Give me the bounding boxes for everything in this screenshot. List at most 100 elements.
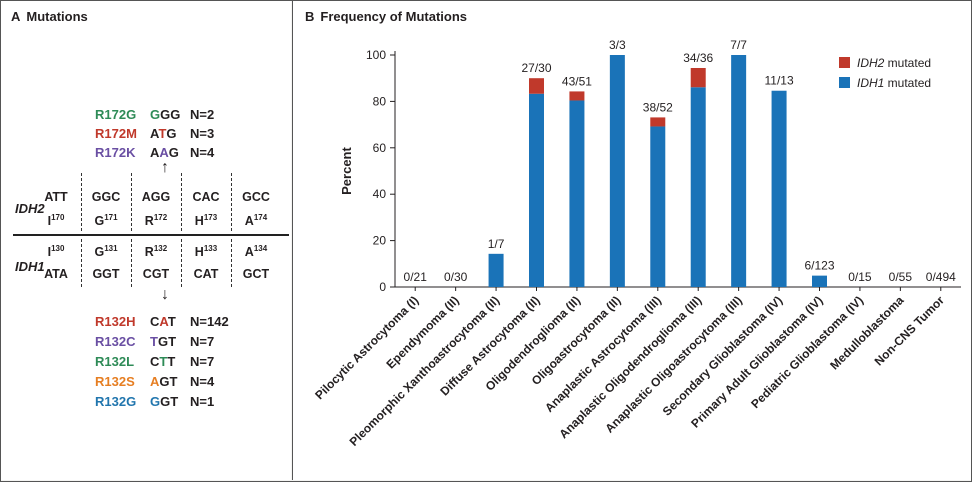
category-label: Anaplastic Oligodendroglioma (III) [556, 293, 704, 441]
idh1-mutation-row: R132G GGT N=1 [95, 394, 214, 409]
idh2-codon: ATT [44, 190, 68, 204]
idh1-residue: G131 [94, 244, 118, 260]
idh2-codon: AGG [141, 190, 171, 204]
bar-idh1 [771, 90, 787, 287]
bar-data-label: 0/15 [848, 270, 872, 284]
arrow-up-icon: ↑ [161, 159, 169, 176]
bar-data-label: 1/7 [488, 237, 505, 251]
codon-base: T [167, 354, 176, 369]
idh2-mutation-row: R172G GGG N=2 [95, 107, 214, 122]
codon-separator [231, 239, 232, 287]
panel-b: B Frequency of Mutations 0 20 40 60 80 100 Perc… [292, 1, 971, 480]
arrow-down-icon: ↓ [161, 286, 169, 303]
idh1-mutation-name: R132H [95, 314, 136, 329]
y-tick-label: 100 [366, 48, 386, 62]
idh2-mutation-codon: AAG [150, 145, 190, 160]
codon-separator [131, 239, 132, 287]
bar-data-label: 27/30 [521, 61, 551, 75]
legend-swatch [839, 57, 850, 68]
idh1-mutation-count: N=7 [190, 334, 215, 349]
idh1-codon: ATA [44, 267, 68, 281]
idh2-residue: G171 [94, 213, 118, 229]
panel-a-title-text: Mutations [26, 9, 88, 24]
bar-data-label: 0/55 [889, 270, 913, 284]
residue-number: 170 [51, 213, 65, 222]
idh1-residue: A134 [244, 244, 268, 260]
y-tick-label: 60 [373, 141, 387, 155]
residue-number: 174 [253, 213, 268, 222]
codon-base: G [166, 126, 177, 141]
mutated-base: A [159, 314, 168, 329]
idh2-residue: A174 [244, 213, 268, 229]
legend-suffix: mutated [884, 76, 931, 90]
legend-gene: IDH2 [857, 56, 885, 70]
idh1-mutation-codon: GGT [150, 394, 190, 409]
bar-idh1 [569, 100, 585, 287]
bar-idh1 [609, 55, 625, 287]
bar-idh2 [690, 67, 706, 88]
codon-base: GG [160, 107, 181, 122]
bar-idh2 [650, 117, 666, 127]
residue-number: 130 [51, 244, 65, 253]
bar-idh1 [812, 275, 827, 287]
idh1-label: IDH1 [15, 259, 45, 274]
idh1-mutation-count: N=4 [190, 374, 215, 389]
bar-idh1 [690, 87, 706, 287]
idh1-mutation-count: N=7 [190, 354, 215, 369]
gene-divider [13, 234, 289, 236]
panel-a-title: A Mutations [11, 9, 88, 24]
idh2-residue: H173 [194, 213, 218, 229]
codon-base: GT [160, 394, 179, 409]
bar-idh2 [529, 78, 544, 94]
legend-label: IDH2 mutated [857, 56, 931, 70]
bar-data-label: 3/3 [609, 38, 626, 52]
bar-idh2 [569, 91, 585, 101]
residue-number: 131 [104, 244, 118, 253]
idh1-mutation-row: R132H CAT N=142 [95, 314, 229, 329]
codon-base: GT [157, 334, 177, 349]
idh2-codon: GCC [242, 190, 270, 204]
idh1-residue: R132 [144, 244, 168, 260]
idh1-mutation-count: N=1 [190, 394, 215, 409]
bar-idh1 [731, 55, 747, 287]
panel-a-letter: A [11, 9, 21, 24]
idh2-residue: I170 [47, 213, 65, 229]
bar-data-label: 0/494 [926, 270, 956, 284]
bar-idh1 [650, 126, 666, 288]
codon-separator [81, 239, 82, 287]
legend-suffix: mutated [884, 56, 931, 70]
bar-idh1 [488, 253, 504, 287]
mutated-base: G [150, 107, 161, 122]
mutated-base: A [150, 374, 160, 389]
codon-base: G [168, 145, 179, 160]
idh1-codon: CGT [142, 267, 170, 281]
idh2-mutation-count: N=3 [190, 126, 215, 141]
idh1-codon: GCT [242, 267, 270, 281]
bar-data-label: 11/13 [765, 74, 794, 88]
idh2-mutation-name: R172G [95, 107, 137, 122]
idh2-mutation-codon: ATG [150, 126, 190, 141]
legend-gene: IDH1 [857, 76, 884, 90]
codon-base: GT [159, 374, 178, 389]
panel-b-title: B Frequency of Mutations [305, 9, 467, 24]
idh2-mutation-count: N=4 [190, 145, 215, 160]
bar-idh1 [529, 93, 544, 287]
idh1-mutation-row: R132L CTT N=7 [95, 354, 214, 369]
idh1-mutation-codon: AGT [150, 374, 190, 389]
idh2-residue: R172 [144, 213, 168, 229]
codon-separator [181, 239, 182, 287]
idh2-mutation-row: R172M ATG N=3 [95, 126, 214, 141]
idh1-mutation-count: N=142 [190, 314, 229, 329]
idh1-mutation-row: R132S AGT N=4 [95, 374, 214, 389]
idh2-codon: GGC [91, 190, 121, 204]
idh2-codon: CAC [192, 190, 220, 204]
idh1-mutation-codon: TGT [150, 334, 190, 349]
bar-data-label: 6/123 [804, 259, 834, 273]
codon-base: C [150, 314, 160, 329]
category-label: Pleomorphic Xanthoastrocytoma (II) [347, 293, 503, 449]
mutated-base: G [150, 394, 161, 409]
idh1-mutation-name: R132S [95, 374, 135, 389]
idh2-mutation-name: R172K [95, 145, 136, 160]
codon-base: A [150, 126, 159, 141]
